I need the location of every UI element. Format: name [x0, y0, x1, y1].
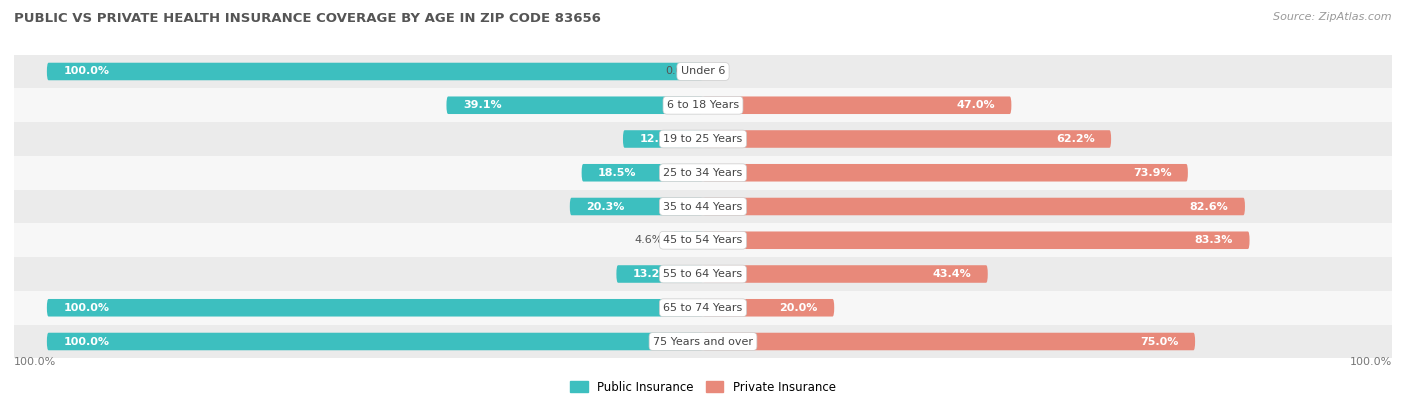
Text: 20.3%: 20.3% — [586, 202, 624, 211]
Text: Source: ZipAtlas.com: Source: ZipAtlas.com — [1274, 12, 1392, 22]
Bar — [14, 223, 1392, 257]
FancyBboxPatch shape — [46, 333, 703, 350]
FancyBboxPatch shape — [703, 198, 1244, 215]
Text: 25 to 34 Years: 25 to 34 Years — [664, 168, 742, 178]
FancyBboxPatch shape — [623, 130, 703, 148]
FancyBboxPatch shape — [703, 130, 1111, 148]
Text: 100.0%: 100.0% — [63, 303, 110, 313]
FancyBboxPatch shape — [582, 164, 703, 182]
Bar — [14, 156, 1392, 190]
Bar — [14, 55, 1392, 88]
Bar — [14, 88, 1392, 122]
Text: 100.0%: 100.0% — [63, 337, 110, 347]
Text: 100.0%: 100.0% — [1350, 357, 1392, 368]
Text: 75.0%: 75.0% — [1140, 337, 1178, 347]
Bar — [14, 190, 1392, 223]
Text: 47.0%: 47.0% — [956, 100, 995, 110]
Text: 73.9%: 73.9% — [1133, 168, 1171, 178]
Text: 55 to 64 Years: 55 to 64 Years — [664, 269, 742, 279]
Text: 4.6%: 4.6% — [634, 235, 664, 245]
Text: 13.2%: 13.2% — [633, 269, 671, 279]
Text: 0.0%: 0.0% — [665, 66, 693, 76]
Text: 35 to 44 Years: 35 to 44 Years — [664, 202, 742, 211]
Bar — [14, 291, 1392, 325]
FancyBboxPatch shape — [46, 299, 703, 316]
FancyBboxPatch shape — [616, 265, 703, 283]
FancyBboxPatch shape — [703, 97, 1011, 114]
Text: 39.1%: 39.1% — [463, 100, 502, 110]
Legend: Public Insurance, Private Insurance: Public Insurance, Private Insurance — [565, 376, 841, 399]
Text: 43.4%: 43.4% — [932, 269, 972, 279]
Bar — [14, 257, 1392, 291]
Text: PUBLIC VS PRIVATE HEALTH INSURANCE COVERAGE BY AGE IN ZIP CODE 83656: PUBLIC VS PRIVATE HEALTH INSURANCE COVER… — [14, 12, 600, 25]
Text: 6 to 18 Years: 6 to 18 Years — [666, 100, 740, 110]
Text: 62.2%: 62.2% — [1056, 134, 1095, 144]
FancyBboxPatch shape — [447, 97, 703, 114]
Text: 20.0%: 20.0% — [779, 303, 818, 313]
Text: 82.6%: 82.6% — [1189, 202, 1229, 211]
FancyBboxPatch shape — [703, 333, 1195, 350]
Text: 75 Years and over: 75 Years and over — [652, 337, 754, 347]
Text: Under 6: Under 6 — [681, 66, 725, 76]
Bar — [14, 122, 1392, 156]
FancyBboxPatch shape — [703, 299, 834, 316]
FancyBboxPatch shape — [46, 63, 703, 80]
Text: 100.0%: 100.0% — [63, 66, 110, 76]
FancyBboxPatch shape — [569, 198, 703, 215]
Text: 45 to 54 Years: 45 to 54 Years — [664, 235, 742, 245]
FancyBboxPatch shape — [673, 231, 703, 249]
Text: 65 to 74 Years: 65 to 74 Years — [664, 303, 742, 313]
FancyBboxPatch shape — [703, 265, 988, 283]
Text: 83.3%: 83.3% — [1195, 235, 1233, 245]
FancyBboxPatch shape — [703, 164, 1188, 182]
Text: 12.2%: 12.2% — [640, 134, 678, 144]
Text: 100.0%: 100.0% — [14, 357, 56, 368]
Bar — [14, 325, 1392, 358]
Text: 18.5%: 18.5% — [598, 168, 637, 178]
Text: 19 to 25 Years: 19 to 25 Years — [664, 134, 742, 144]
FancyBboxPatch shape — [703, 231, 1250, 249]
